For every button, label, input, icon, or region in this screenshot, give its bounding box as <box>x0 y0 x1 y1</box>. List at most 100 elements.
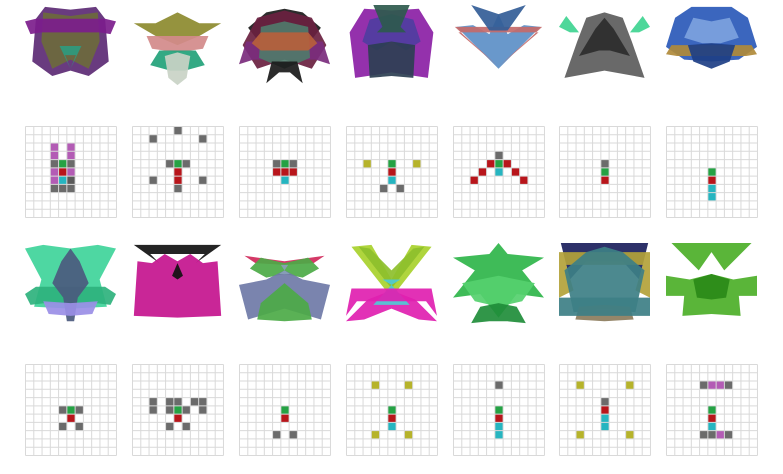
grid-4-cell-0 <box>363 159 372 168</box>
grid-9-cell-4 <box>198 397 207 406</box>
sprite-slate-green <box>239 255 330 322</box>
grid-10-cell-3 <box>289 430 298 439</box>
grid-5-cell-4 <box>478 167 487 177</box>
grid-14-cell-4 <box>707 405 717 415</box>
sprite-mint-figure <box>25 244 116 322</box>
sprite-green-star-shape-2 <box>471 303 526 324</box>
grid-7-cell-2 <box>707 184 717 193</box>
grid-5-cell-1 <box>486 159 495 168</box>
sprite-olive-wing-shape-0 <box>133 12 222 46</box>
grid-14-cell-10 <box>724 430 733 439</box>
sprite-slate-green-shape-3 <box>257 283 312 322</box>
sprite-magenta-horn-shape-0 <box>133 244 222 264</box>
grid-8-cell-4 <box>58 422 67 431</box>
sprite-olive-wing-shape-1 <box>146 35 209 53</box>
sprite-grey-spike <box>559 12 650 78</box>
grid-2-cell-1 <box>149 134 158 144</box>
grid-3-cell-0 <box>272 159 281 168</box>
grid-1-cell-9 <box>66 167 76 177</box>
sprite-green-star-shape-1 <box>462 275 535 307</box>
grid-5-cell-3 <box>503 159 512 168</box>
grid-1-cell-10 <box>58 176 67 185</box>
grid-3-cell-2 <box>289 159 298 168</box>
grid-6 <box>559 126 651 218</box>
grid-1-cell-3 <box>66 151 76 160</box>
grid-4 <box>346 126 438 218</box>
sprite-grey-spike-shape-2 <box>579 17 630 57</box>
grid-4-cell-2 <box>412 159 421 168</box>
grid-7-canvas <box>666 126 758 218</box>
grid-10 <box>239 364 331 456</box>
grid-2-cell-0 <box>173 126 183 135</box>
sprite-blue-crown-shape-1 <box>684 17 739 44</box>
grid-4-cell-4 <box>387 176 397 185</box>
sprite-violet-olive <box>25 6 116 77</box>
grid-1-cell-8 <box>58 167 67 177</box>
grid-9-cell-0 <box>149 397 158 406</box>
grid-1-cell-4 <box>50 159 59 168</box>
grid-11-cell-3 <box>387 414 397 423</box>
sprite-blue-arrow-shape-1 <box>454 26 543 66</box>
grid-13-cell-0 <box>576 381 585 390</box>
grid-11-cell-2 <box>387 405 397 415</box>
grid-9-cell-2 <box>173 397 183 406</box>
grid-13-canvas <box>559 364 651 456</box>
grid-2-cell-6 <box>173 167 183 177</box>
grid-2-cell-4 <box>173 159 183 168</box>
grid-3-cell-4 <box>280 167 290 177</box>
grid-2-canvas <box>132 126 224 218</box>
grid-1-canvas <box>25 126 117 218</box>
grid-9-cell-8 <box>182 405 191 415</box>
sprite-purple-slate-shape-3 <box>373 5 410 33</box>
grid-11-cell-0 <box>371 381 380 390</box>
grid-4-cell-5 <box>379 184 388 193</box>
grid-8-cell-1 <box>66 405 76 415</box>
grid-3-cell-6 <box>280 176 290 185</box>
grid-2-cell-8 <box>173 176 183 185</box>
grid-8-cell-5 <box>75 422 84 431</box>
grid-14-cell-8 <box>707 430 717 439</box>
grid-10-cell-0 <box>280 405 290 415</box>
grid-9 <box>132 364 224 456</box>
sprite-violet-olive-shape-3 <box>59 46 82 69</box>
grid-7-cell-0 <box>707 167 717 177</box>
grid-1-cell-13 <box>50 184 59 193</box>
sprite-green-bug-shape-1 <box>693 273 730 300</box>
grid-6-cell-1 <box>600 167 610 177</box>
grid-11-cell-5 <box>371 430 380 439</box>
grid-13-cell-2 <box>600 397 610 406</box>
grid-14 <box>666 364 758 456</box>
grid-5-cell-2 <box>494 159 504 168</box>
sprite-green-bug <box>666 243 757 316</box>
grid-11-cell-1 <box>404 381 413 390</box>
grid-1 <box>25 126 117 218</box>
grid-14-cell-9 <box>716 430 725 439</box>
grid-4-canvas <box>346 126 438 218</box>
grid-2-cell-5 <box>182 159 191 168</box>
grid-5-cell-7 <box>470 176 479 185</box>
grid-5 <box>453 126 545 218</box>
grid-6-cell-0 <box>600 159 610 168</box>
grid-5-cell-6 <box>511 167 520 177</box>
grid-12-cell-3 <box>494 422 504 431</box>
grid-7-cell-3 <box>707 192 717 201</box>
sprite-magenta-horn-shape-3 <box>172 263 183 280</box>
grid-11-cell-4 <box>387 422 397 431</box>
grid-1-cell-6 <box>66 159 76 168</box>
sprite-teal-navy-shape-4 <box>559 297 650 316</box>
sprite-magenta-horn <box>133 244 222 318</box>
grid-8-cell-3 <box>66 414 76 423</box>
grid-6-canvas <box>559 126 651 218</box>
grid-11 <box>346 364 438 456</box>
sprite-lime-pink-shape-2 <box>346 290 437 322</box>
grid-11-cell-6 <box>404 430 413 439</box>
grid-4-cell-3 <box>387 167 397 177</box>
grid-9-cell-5 <box>149 405 158 415</box>
grid-14-cell-3 <box>724 381 733 390</box>
grid-3-canvas <box>239 126 331 218</box>
grid-1-cell-15 <box>66 184 76 193</box>
grid-9-cell-3 <box>190 397 199 406</box>
grid-14-cell-7 <box>699 430 708 439</box>
grid-2 <box>132 126 224 218</box>
grid-14-canvas <box>666 364 758 456</box>
